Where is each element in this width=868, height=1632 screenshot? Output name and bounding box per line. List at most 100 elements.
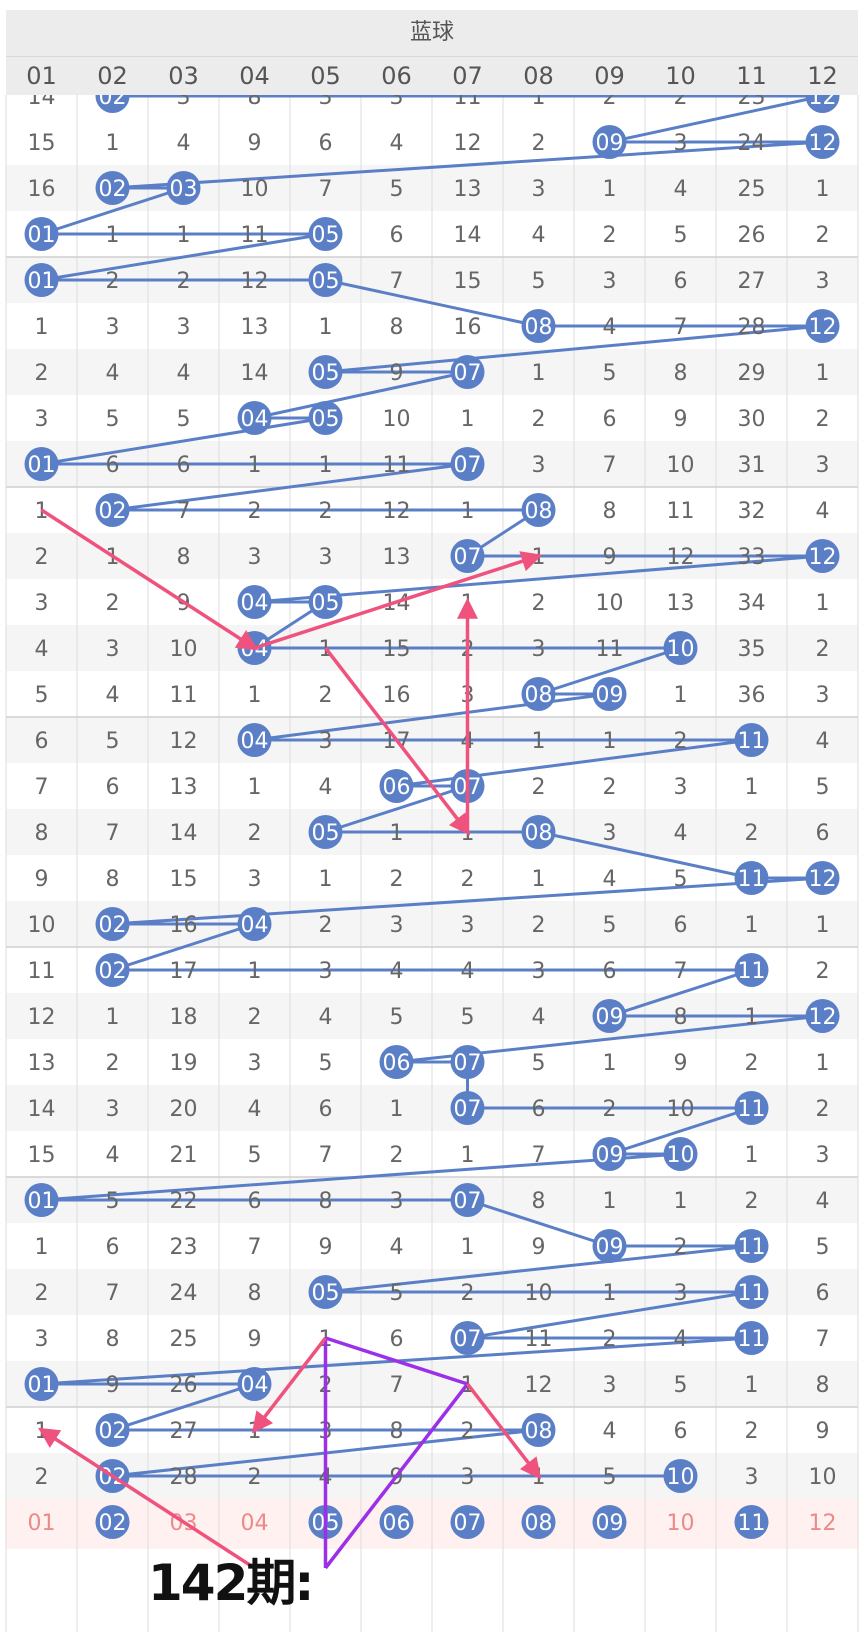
omission-count: 8 bbox=[674, 1005, 688, 1030]
omission-count: 4 bbox=[816, 499, 830, 524]
ball-marker bbox=[95, 95, 130, 113]
omission-count: 4 bbox=[177, 131, 191, 156]
period-label: 142期: bbox=[148, 1554, 314, 1612]
omission-count: 8 bbox=[177, 545, 191, 570]
omission-count: 1 bbox=[674, 683, 688, 708]
omission-count: 2 bbox=[461, 1281, 475, 1306]
ball-marker bbox=[521, 309, 556, 343]
stat-number: 04 bbox=[241, 1511, 269, 1536]
ball-marker bbox=[24, 1183, 59, 1217]
omission-count: 6 bbox=[35, 729, 49, 754]
omission-count: 23 bbox=[738, 85, 766, 110]
ball-marker bbox=[805, 861, 840, 895]
trend-segment bbox=[41, 186, 184, 236]
omission-count: 27 bbox=[170, 1419, 198, 1444]
omission-count: 4 bbox=[106, 1143, 120, 1168]
pink-arrow bbox=[40, 508, 259, 651]
omission-count: 22 bbox=[170, 1189, 198, 1214]
trend-segment bbox=[254, 554, 823, 604]
ball-number: 03 bbox=[170, 177, 198, 202]
trend-segment bbox=[538, 830, 752, 880]
omission-count: 16 bbox=[454, 315, 482, 340]
ball-number: 11 bbox=[738, 1281, 766, 1306]
omission-count: 10 bbox=[809, 1465, 837, 1490]
omission-count: 5 bbox=[390, 177, 404, 202]
ball-number: 09 bbox=[596, 1005, 624, 1030]
omission-count: 8 bbox=[532, 1189, 546, 1214]
stat-ball-marker bbox=[521, 1505, 556, 1539]
omission-count: 12 bbox=[667, 545, 695, 570]
omission-count: 2 bbox=[816, 637, 830, 662]
omission-count: 1 bbox=[319, 315, 333, 340]
ball-number: 07 bbox=[454, 361, 482, 386]
omission-count: 2 bbox=[674, 729, 688, 754]
omission-count: 7 bbox=[319, 1143, 333, 1168]
omission-count: 9 bbox=[106, 1373, 120, 1398]
ball-number: 01 bbox=[28, 453, 56, 478]
omission-count: 9 bbox=[248, 131, 262, 156]
ball-marker bbox=[24, 217, 59, 251]
omission-count: 3 bbox=[390, 1189, 404, 1214]
omission-count: 2 bbox=[532, 591, 546, 616]
omission-count: 3 bbox=[532, 637, 546, 662]
omission-count: 3 bbox=[674, 131, 688, 156]
omission-count: 2 bbox=[106, 1051, 120, 1076]
omission-count: 3 bbox=[603, 269, 617, 294]
omission-count: 1 bbox=[816, 177, 830, 202]
omission-count: 7 bbox=[35, 775, 49, 800]
omission-count: 34 bbox=[738, 591, 766, 616]
pink-arrow bbox=[466, 1382, 542, 1480]
omission-count: 7 bbox=[390, 1373, 404, 1398]
omission-count: 9 bbox=[319, 1235, 333, 1260]
omission-count: 1 bbox=[106, 131, 120, 156]
ball-marker bbox=[379, 1045, 414, 1079]
omission-count: 4 bbox=[674, 821, 688, 846]
omission-count: 2 bbox=[106, 269, 120, 294]
omission-count: 5 bbox=[106, 1189, 120, 1214]
ball-number: 05 bbox=[312, 821, 340, 846]
omission-count: 9 bbox=[603, 545, 617, 570]
ball-marker bbox=[95, 953, 130, 987]
omission-count: 3 bbox=[532, 177, 546, 202]
omission-count: 5 bbox=[319, 1051, 333, 1076]
omission-count: 4 bbox=[816, 729, 830, 754]
omission-count: 14 bbox=[28, 1097, 56, 1122]
omission-count: 16 bbox=[170, 913, 198, 938]
trend-segment bbox=[609, 968, 752, 1018]
ball-marker bbox=[734, 723, 769, 757]
ball-number: 12 bbox=[809, 131, 837, 156]
omission-count: 4 bbox=[603, 315, 617, 340]
omission-count: 15 bbox=[383, 637, 411, 662]
omission-count: 2 bbox=[248, 499, 262, 524]
omission-count: 2 bbox=[319, 683, 333, 708]
ball-marker bbox=[734, 1229, 769, 1263]
ball-marker bbox=[592, 999, 627, 1033]
omission-count: 9 bbox=[35, 867, 49, 892]
omission-count: 6 bbox=[106, 453, 120, 478]
omission-count: 4 bbox=[390, 959, 404, 984]
omission-count: 11 bbox=[383, 453, 411, 478]
omission-count: 4 bbox=[177, 361, 191, 386]
omission-count: 1 bbox=[319, 867, 333, 892]
omission-count: 5 bbox=[461, 1005, 475, 1030]
ball-number: 04 bbox=[241, 729, 269, 754]
omission-count: 6 bbox=[390, 223, 404, 248]
trend-segment bbox=[254, 370, 468, 420]
ball-number: 11 bbox=[738, 867, 766, 892]
ball-marker bbox=[805, 539, 840, 573]
omission-count: 10 bbox=[596, 591, 624, 616]
ball-marker bbox=[308, 585, 343, 619]
omission-count: 2 bbox=[461, 867, 475, 892]
trend-segment bbox=[467, 1290, 752, 1340]
omission-count: 16 bbox=[28, 177, 56, 202]
omission-count: 1 bbox=[745, 1005, 759, 1030]
omission-count: 32 bbox=[738, 499, 766, 524]
ball-number: 09 bbox=[596, 1235, 624, 1260]
ball-marker bbox=[308, 401, 343, 435]
omission-count: 7 bbox=[532, 1143, 546, 1168]
omission-count: 3 bbox=[319, 959, 333, 984]
column-header-09: 09 bbox=[574, 57, 645, 95]
omission-count: 9 bbox=[248, 1327, 262, 1352]
omission-count: 4 bbox=[674, 177, 688, 202]
